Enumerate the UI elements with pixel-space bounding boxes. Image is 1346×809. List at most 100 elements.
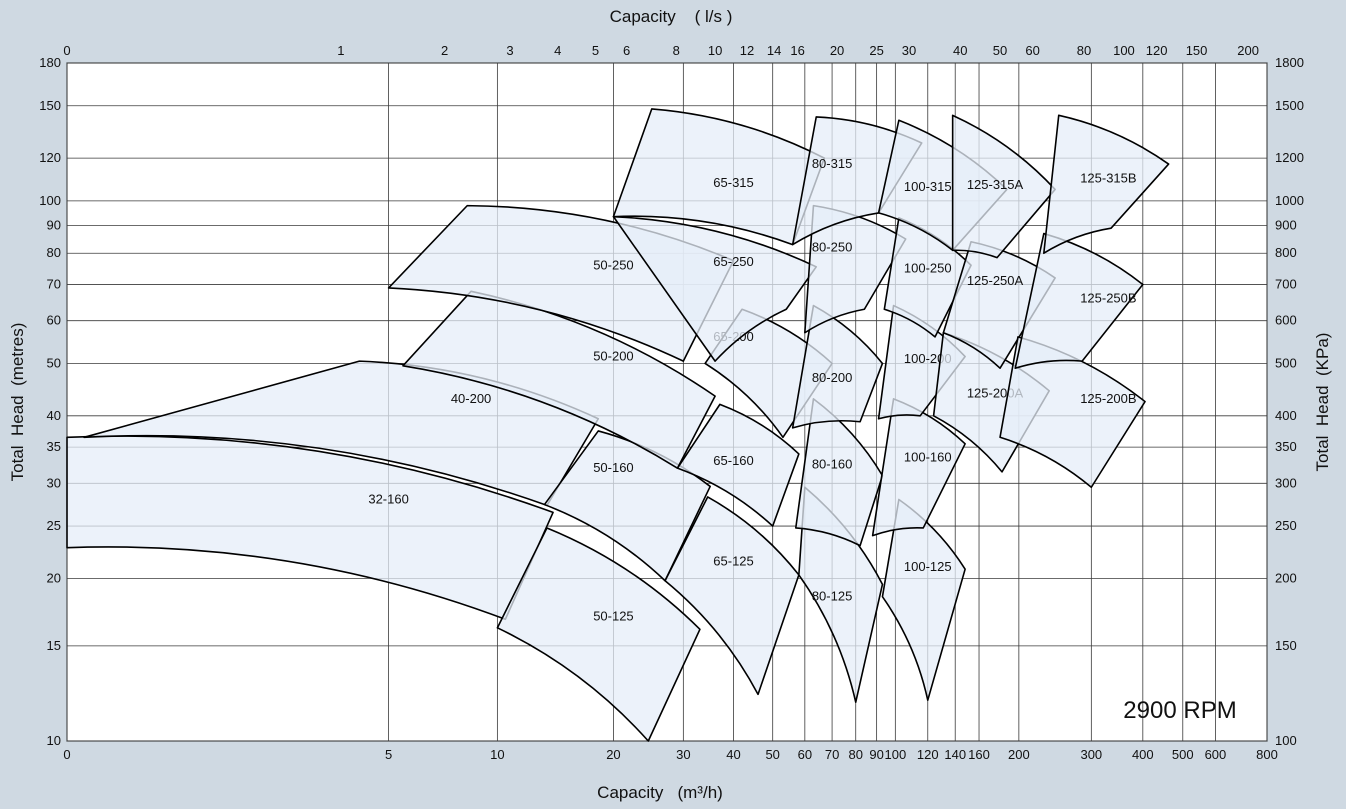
pump-zone [664,496,800,696]
pump-zone-label: 125-250A [967,273,1024,288]
y-tick-label: 70 [47,277,61,292]
pump-zones: 32-160 40-200 50-125 50-160 50-200 50-250 65-1… [66,108,1170,742]
x-tick-label: 200 [1008,747,1030,762]
y-tick-label: 60 [47,313,61,328]
y-tick-label: 20 [47,570,61,585]
x-tick-label: 70 [825,747,839,762]
x-tick-label-top: 40 [953,43,967,58]
x-tick-label-top: 25 [869,43,883,58]
x-axis-ticks-bottom: 0 5 10 20 30 40 50 60 70 80 90 100 120 140 160 200 300 40… [63,747,1277,762]
y-tick-label: 35 [47,439,61,454]
pump-zone [66,435,554,621]
x-tick-label: 400 [1132,747,1154,762]
x-tick-label-top: 3 [506,43,513,58]
y-tick-label: 10 [47,733,61,748]
pump-zone-label: 50-250 [593,257,633,272]
y-tick-label-right: 1200 [1275,150,1304,165]
y-tick-label-right: 350 [1275,439,1297,454]
y-axis-title-right: Total Head (KPa) [1313,333,1332,472]
x-tick-label: 100 [884,747,906,762]
y-tick-label-right: 900 [1275,218,1297,233]
x-tick-label: 60 [798,747,812,762]
y-tick-label: 15 [47,638,61,653]
y-tick-label-right: 1000 [1275,193,1304,208]
x-tick-label-top: 4 [554,43,561,58]
x-tick-label: 10 [490,747,504,762]
x-tick-label: 140 [944,747,966,762]
y-tick-label-right: 800 [1275,245,1297,260]
x-tick-label-top: 200 [1237,43,1259,58]
y-tick-label: 90 [47,218,61,233]
y-tick-label-right: 300 [1275,475,1297,490]
x-tick-label-top: 1 [337,43,344,58]
pump-zone-label: 50-125 [593,609,633,624]
y-axis-ticks-right: 100 150 200 250 300 350 400 500 600 700 800 900 1000… [1275,55,1304,748]
pump-zone-label: 125-315B [1080,171,1136,186]
x-tick-label: 600 [1205,747,1227,762]
pump-zone-label: 50-200 [593,349,633,364]
pump-zone [612,215,818,362]
y-tick-label-right: 400 [1275,408,1297,423]
x-axis-title: Capacity (m³/h) [597,783,723,802]
y-tick-label-right: 100 [1275,733,1297,748]
y-tick-label-right: 200 [1275,570,1297,585]
x-tick-label-top: 30 [902,43,916,58]
pump-zone-label: 80-200 [812,370,852,385]
x-tick-label-top: 150 [1186,43,1208,58]
y-tick-label-right: 1500 [1275,98,1304,113]
pump-zone-label: 80-125 [812,589,852,604]
y-tick-label-right: 250 [1275,518,1297,533]
x-tick-label: 50 [765,747,779,762]
x-tick-label: 120 [917,747,939,762]
y-tick-label-right: 500 [1275,355,1297,370]
top-axis-title: Capacity ( l/s ) [610,7,733,26]
pump-zone-label: 80-160 [812,457,852,472]
pump-zone-label: 65-160 [713,453,753,468]
pump-zone-label: 50-160 [593,460,633,475]
pump-zone-label: 100-125 [904,559,952,574]
x-tick-label: 500 [1172,747,1194,762]
pump-zone [951,114,1056,259]
x-tick-label-top: 60 [1025,43,1039,58]
x-tick-label-top: 100 [1113,43,1135,58]
pump-zone [1043,114,1170,255]
pump-zone-label: 40-200 [451,391,491,406]
pump-zone-label: 125-250B [1080,290,1136,305]
x-tick-label: 80 [848,747,862,762]
y-tick-label: 80 [47,245,61,260]
pump-zone-label: 80-315 [812,156,852,171]
x-tick-label-top: 120 [1146,43,1168,58]
pump-zone [496,527,701,742]
y-tick-label: 180 [39,55,61,70]
pump-zone-label: 65-125 [713,553,753,568]
pump-zone-label: 32-160 [368,491,408,506]
y-tick-label-right: 1800 [1275,55,1304,70]
x-tick-label: 800 [1256,747,1278,762]
x-tick-label: 30 [676,747,690,762]
x-tick-label-top: 20 [830,43,844,58]
x-tick-label-top: 8 [673,43,680,58]
y-tick-label: 120 [39,150,61,165]
pump-zone-label: 65-250 [713,254,753,269]
y-tick-label: 100 [39,193,61,208]
y-tick-label: 30 [47,475,61,490]
x-tick-label-top: 5 [592,43,599,58]
x-tick-label: 20 [606,747,620,762]
pump-zone-label: 100-160 [904,449,952,464]
x-tick-label: 300 [1080,747,1102,762]
x-tick-label-top: 16 [790,43,804,58]
x-tick-label-top: 50 [993,43,1007,58]
x-tick-label: 160 [968,747,990,762]
pump-zone-label: 125-315A [967,177,1024,192]
x-tick-label-top: 14 [767,43,781,58]
x-tick-label: 90 [869,747,883,762]
y-tick-label-right: 600 [1275,313,1297,328]
pump-zone-label: 65-315 [713,175,753,190]
x-tick-label-top: 6 [623,43,630,58]
y-tick-label-right: 700 [1275,277,1297,292]
y-tick-label: 50 [47,355,61,370]
pump-zone [676,403,800,527]
y-axis-ticks-left: 10 15 20 25 30 35 40 50 60 70 80 90 100 120 150 180 [39,55,61,748]
x-tick-label: 5 [385,747,392,762]
